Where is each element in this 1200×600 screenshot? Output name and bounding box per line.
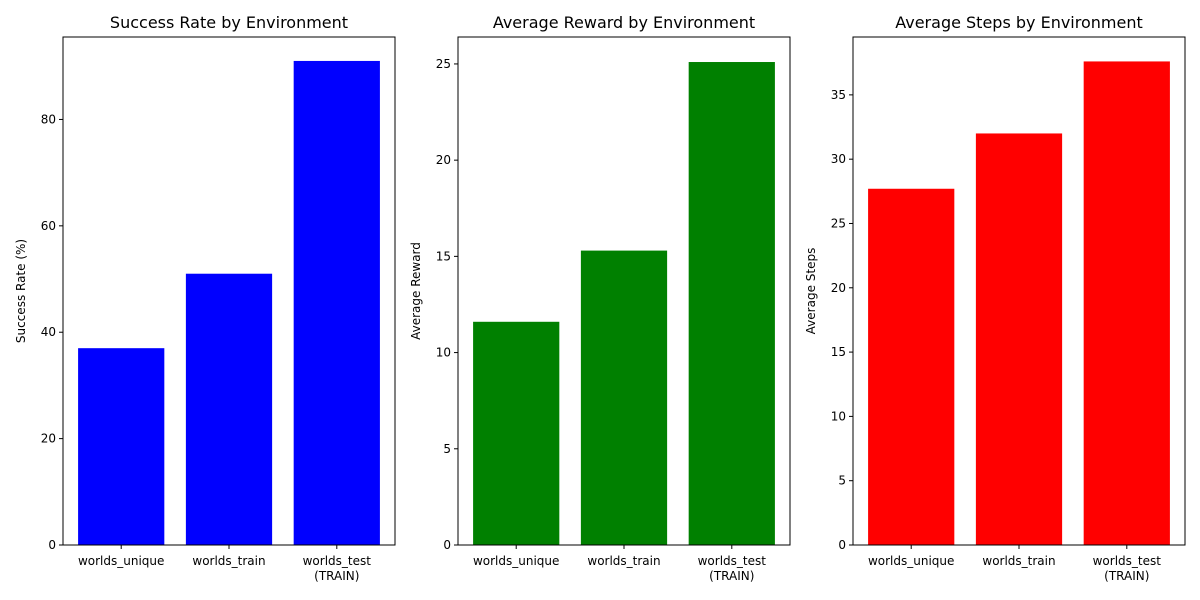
y-tick-label-3-2: 5 — [838, 474, 846, 488]
y-tick-label-1-3: 40 — [41, 325, 56, 339]
y-tick-label-3-5: 20 — [831, 281, 846, 295]
y-tick-label-3-4: 15 — [831, 345, 846, 359]
bar-2-2 — [580, 250, 668, 545]
x-tick-label-2-3: worlds_test (TRAIN) — [698, 554, 767, 583]
x-tick-label-3-2: worlds_train — [982, 554, 1055, 568]
y-tick-label-3-7: 30 — [831, 152, 846, 166]
y-tick-label-1-2: 20 — [41, 432, 56, 446]
x-tick-label-2-1: worlds_unique — [473, 554, 559, 568]
bar-2-1 — [473, 321, 560, 545]
bar-1-1 — [78, 348, 165, 545]
y-tick-label-2-6: 25 — [436, 57, 451, 71]
x-tick-label-1-2: worlds_train — [192, 554, 265, 568]
y-axis-label-2: Average Reward — [409, 242, 423, 340]
chart-title-2: Average Reward by Environment — [493, 13, 755, 32]
x-tick-label-1-1: worlds_unique — [78, 554, 164, 568]
y-tick-label-1-1: 0 — [48, 538, 56, 552]
bar-1-2 — [185, 273, 273, 545]
bar-1-3 — [293, 60, 380, 546]
y-tick-label-1-5: 80 — [41, 112, 56, 126]
y-axis-label-3: Average Steps — [804, 248, 818, 335]
y-tick-label-2-2: 5 — [443, 442, 451, 456]
y-tick-label-3-6: 25 — [831, 216, 846, 230]
x-tick-label-3-1: worlds_unique — [868, 554, 954, 568]
y-tick-label-3-8: 35 — [831, 88, 846, 102]
y-tick-label-3-3: 10 — [831, 409, 846, 423]
bar-3-1 — [868, 188, 955, 545]
bar-3-3 — [1083, 61, 1170, 545]
chart-title-3: Average Steps by Environment — [895, 13, 1143, 32]
chart-title-1: Success Rate by Environment — [110, 13, 348, 32]
y-tick-label-2-3: 10 — [436, 346, 451, 360]
x-tick-label-2-2: worlds_train — [587, 554, 660, 568]
x-tick-label-3-3: worlds_test (TRAIN) — [1093, 554, 1162, 583]
y-tick-label-2-4: 15 — [436, 249, 451, 263]
bar-2-3 — [688, 62, 775, 546]
x-tick-label-1-3: worlds_test (TRAIN) — [303, 554, 372, 583]
y-tick-label-3-1: 0 — [838, 538, 846, 552]
y-tick-label-2-1: 0 — [443, 538, 451, 552]
y-tick-label-1-4: 60 — [41, 219, 56, 233]
y-tick-label-2-5: 20 — [436, 153, 451, 167]
y-axis-label-1: Success Rate (%) — [14, 239, 28, 343]
bar-3-2 — [975, 133, 1063, 546]
